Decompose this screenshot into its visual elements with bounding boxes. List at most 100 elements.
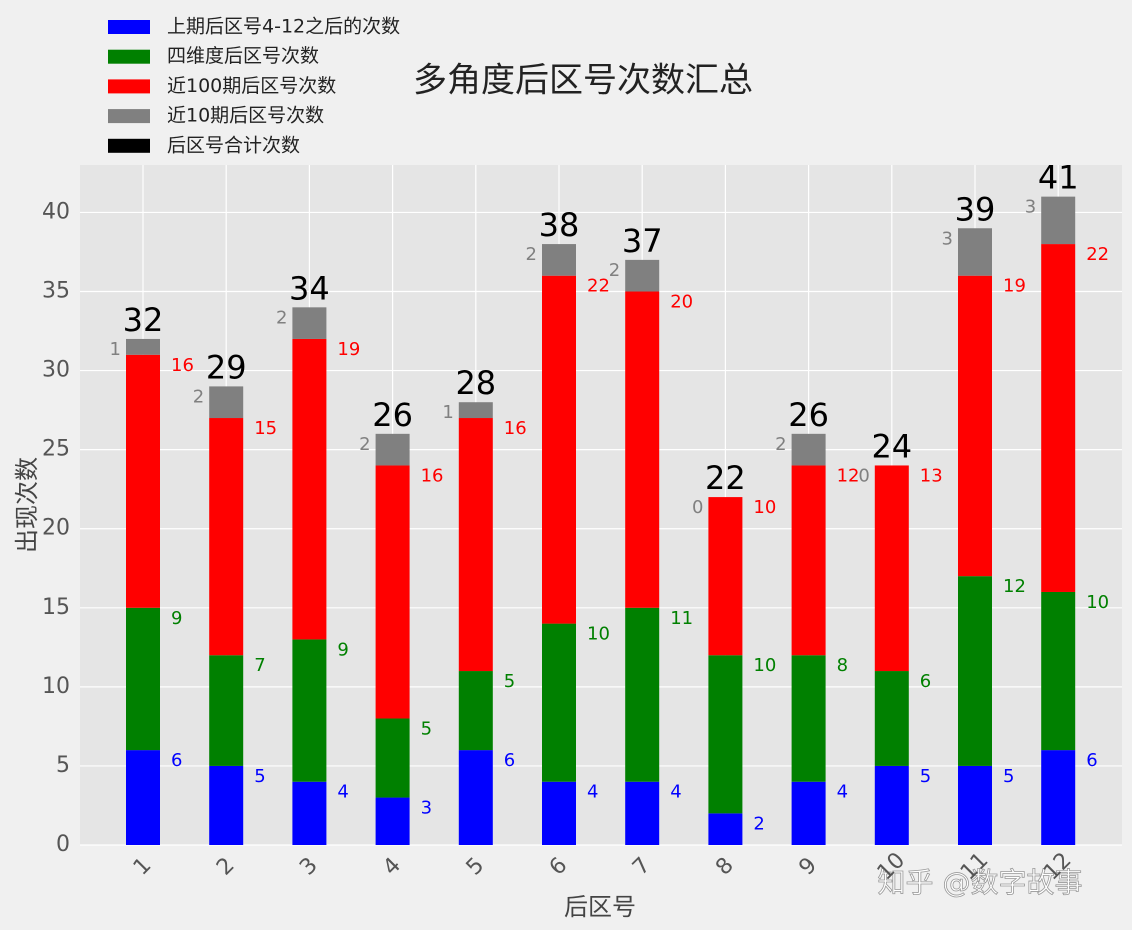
value-label: 2 bbox=[609, 260, 620, 281]
value-label: 7 bbox=[254, 655, 265, 676]
value-label: 1 bbox=[442, 402, 453, 423]
x-tick-label: 9 bbox=[794, 853, 822, 881]
x-tick-label: 5 bbox=[462, 853, 490, 881]
bar-segment bbox=[292, 639, 327, 782]
value-label: 8 bbox=[837, 655, 848, 676]
bar-segment bbox=[791, 655, 826, 782]
value-label: 6 bbox=[504, 750, 515, 771]
legend-swatch bbox=[108, 20, 150, 34]
value-label: 4 bbox=[837, 782, 848, 803]
bar-segment bbox=[209, 386, 244, 419]
value-label: 2 bbox=[753, 813, 764, 834]
bar-segment bbox=[292, 338, 327, 640]
y-tick-label: 10 bbox=[42, 674, 70, 699]
legend-swatch bbox=[108, 49, 150, 64]
bar-segment bbox=[625, 291, 660, 608]
bar-segment bbox=[209, 418, 244, 656]
total-label: 22 bbox=[705, 459, 746, 497]
y-tick-label: 35 bbox=[42, 279, 70, 304]
value-label: 13 bbox=[920, 465, 943, 486]
value-label: 10 bbox=[753, 497, 776, 518]
bar-segment bbox=[458, 402, 493, 419]
bar-segment bbox=[958, 765, 992, 845]
value-label: 5 bbox=[421, 718, 432, 739]
value-label: 19 bbox=[1003, 276, 1026, 297]
value-label: 6 bbox=[920, 671, 931, 692]
value-label: 4 bbox=[670, 782, 681, 803]
value-label: 16 bbox=[504, 418, 527, 439]
bar-segment bbox=[458, 671, 493, 751]
y-tick-label: 0 bbox=[56, 832, 70, 857]
bar-segment bbox=[791, 781, 826, 845]
value-label: 10 bbox=[1086, 592, 1109, 613]
bar-segment bbox=[958, 228, 992, 276]
bar-segment bbox=[542, 623, 576, 782]
total-label: 26 bbox=[372, 396, 413, 434]
x-tick-label: 4 bbox=[378, 853, 406, 881]
y-tick-label: 15 bbox=[42, 595, 70, 620]
total-label: 24 bbox=[871, 427, 912, 465]
total-label: 38 bbox=[539, 206, 580, 244]
bar-segment bbox=[708, 813, 743, 845]
marks bbox=[126, 196, 1076, 845]
bar-segment bbox=[126, 750, 160, 845]
value-label: 6 bbox=[171, 750, 182, 771]
total-label: 28 bbox=[455, 364, 496, 402]
legend-label: 上期后区号4-12之后的次数 bbox=[167, 16, 400, 38]
value-label: 2 bbox=[359, 434, 370, 455]
value-label: 11 bbox=[670, 608, 693, 629]
bar-segment bbox=[292, 781, 327, 845]
chart-title: 多角度后区号次数汇总 bbox=[413, 61, 753, 101]
bar-segment bbox=[625, 781, 660, 845]
legend-label: 后区号合计次数 bbox=[167, 134, 300, 156]
value-label: 3 bbox=[1025, 197, 1036, 218]
bar-segment bbox=[708, 497, 743, 656]
value-label: 2 bbox=[526, 244, 537, 265]
total-label: 32 bbox=[123, 301, 164, 339]
value-label: 19 bbox=[337, 339, 360, 360]
legend-label: 近10期后区号次数 bbox=[167, 105, 324, 127]
value-label: 20 bbox=[670, 292, 693, 313]
bar-segment bbox=[126, 338, 160, 355]
bar-segment bbox=[126, 354, 160, 608]
value-label: 5 bbox=[254, 766, 265, 787]
total-label: 29 bbox=[206, 348, 247, 386]
bar-segment bbox=[625, 259, 660, 292]
value-label: 4 bbox=[337, 782, 348, 803]
value-label: 3 bbox=[421, 798, 432, 819]
value-label: 2 bbox=[193, 386, 204, 407]
plot-area bbox=[80, 165, 1122, 845]
x-tick-label: 3 bbox=[295, 853, 323, 881]
value-label: 22 bbox=[587, 276, 610, 297]
bar-segment bbox=[458, 418, 493, 672]
value-label: 9 bbox=[337, 639, 348, 660]
bar-segment bbox=[1041, 591, 1076, 751]
bar-segment bbox=[708, 655, 743, 814]
x-tick-label: 2 bbox=[212, 853, 240, 881]
x-tick-label: 7 bbox=[628, 853, 656, 881]
bar-segment bbox=[292, 307, 327, 339]
bar-segment bbox=[542, 275, 576, 624]
bar-segment bbox=[542, 244, 576, 276]
y-tick-label: 20 bbox=[42, 516, 70, 541]
total-label: 26 bbox=[788, 396, 829, 434]
y-tick-label: 25 bbox=[42, 437, 70, 462]
bar-segment bbox=[874, 765, 909, 845]
bar-segment bbox=[209, 655, 244, 766]
value-label: 16 bbox=[171, 355, 194, 376]
bar-segment bbox=[126, 607, 160, 751]
value-label: 2 bbox=[276, 307, 287, 328]
x-tick-label: 1 bbox=[129, 853, 157, 881]
value-label: 5 bbox=[504, 671, 515, 692]
value-label: 5 bbox=[1003, 766, 1014, 787]
value-label: 16 bbox=[421, 465, 444, 486]
total-label: 41 bbox=[1038, 159, 1079, 197]
value-label: 4 bbox=[587, 782, 598, 803]
total-label: 34 bbox=[289, 269, 330, 307]
y-axis-label: 出现次数 bbox=[13, 457, 41, 553]
value-label: 22 bbox=[1086, 244, 1109, 265]
bar-segment bbox=[375, 718, 410, 798]
bar-segment bbox=[458, 750, 493, 845]
bar-segment bbox=[1041, 750, 1076, 845]
